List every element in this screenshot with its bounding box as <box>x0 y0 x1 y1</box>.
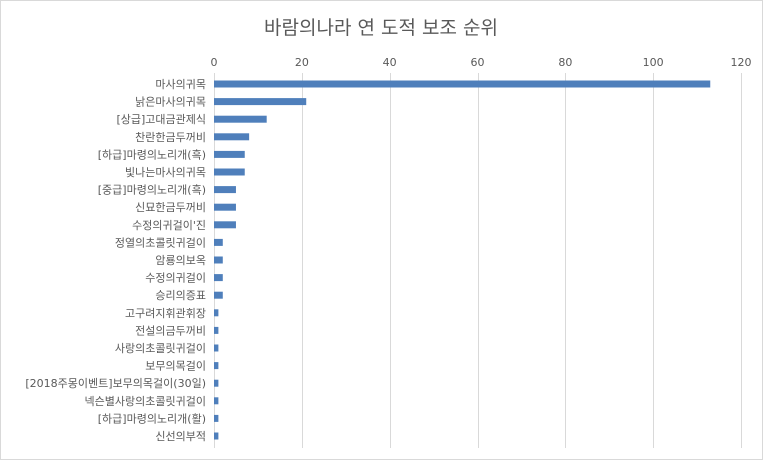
bar <box>214 291 223 299</box>
category-label: 넥슨별사랑의초콜릿귀걸이 <box>85 395 206 408</box>
category-label: 신묘한금두꺼비 <box>135 201 206 214</box>
category-label: [2018주몽이벤트]보무의목걸이(30일) <box>25 376 206 390</box>
x-tick-label: 0 <box>211 56 218 69</box>
bar <box>214 432 219 440</box>
category-label: 암룡의보옥 <box>155 254 206 267</box>
x-tick-label: 20 <box>295 56 309 69</box>
category-label: 보무의목걸이 <box>145 360 206 373</box>
category-label: [중급]마령의노리개(흑) <box>98 183 206 197</box>
bar <box>214 203 236 211</box>
bar <box>214 221 236 229</box>
bar <box>214 414 219 422</box>
bar <box>214 344 219 352</box>
category-label: [하급]마령의노리개(활) <box>98 411 206 425</box>
x-tick-label: 40 <box>383 56 397 69</box>
bar <box>214 150 245 158</box>
bar <box>214 115 267 123</box>
category-label: 승리의증표 <box>155 289 206 302</box>
category-label: 고구려지휘관휘장 <box>125 307 206 320</box>
category-label: 빛나는마사의귀목 <box>125 166 206 179</box>
category-label: 정열의초콜릿귀걸이 <box>115 236 206 249</box>
category-label: 전설의금두꺼비 <box>135 324 206 337</box>
x-tick-label: 120 <box>731 56 752 69</box>
category-label: 수정의귀걸이 <box>145 272 206 285</box>
category-label: [하급]마령의노리개(흑) <box>98 147 206 161</box>
category-label: 신선의부적 <box>155 430 206 443</box>
x-tick-label: 60 <box>471 56 485 69</box>
bar <box>214 362 219 370</box>
gridlines <box>214 73 742 448</box>
chart-title: 바람의나라 연 도적 보조 순위 <box>264 17 498 39</box>
bar <box>214 168 245 176</box>
bar <box>214 256 223 264</box>
bars <box>214 80 711 440</box>
bar <box>214 326 219 334</box>
category-label: 수정의귀걸이'진 <box>132 219 206 232</box>
bar <box>214 133 250 141</box>
bar <box>214 80 711 88</box>
bar <box>214 98 307 106</box>
category-label: 사랑의초콜릿귀걸이 <box>115 342 206 355</box>
x-tick-label: 80 <box>558 56 572 69</box>
category-label: 찬란한금두꺼비 <box>135 130 206 144</box>
x-axis-tick-labels: 0 20 40 60 80 100 120 <box>211 56 752 69</box>
category-label: 낡은마사의귀목 <box>135 96 206 109</box>
bar <box>214 274 223 282</box>
x-tick-label: 100 <box>643 56 664 69</box>
category-label: [상급]고대금관제식 <box>116 113 206 126</box>
category-label: 마사의귀목 <box>155 78 206 91</box>
bar <box>214 238 223 246</box>
bar <box>214 309 219 317</box>
bar <box>214 186 236 194</box>
bar <box>214 397 219 405</box>
bar <box>214 379 219 387</box>
